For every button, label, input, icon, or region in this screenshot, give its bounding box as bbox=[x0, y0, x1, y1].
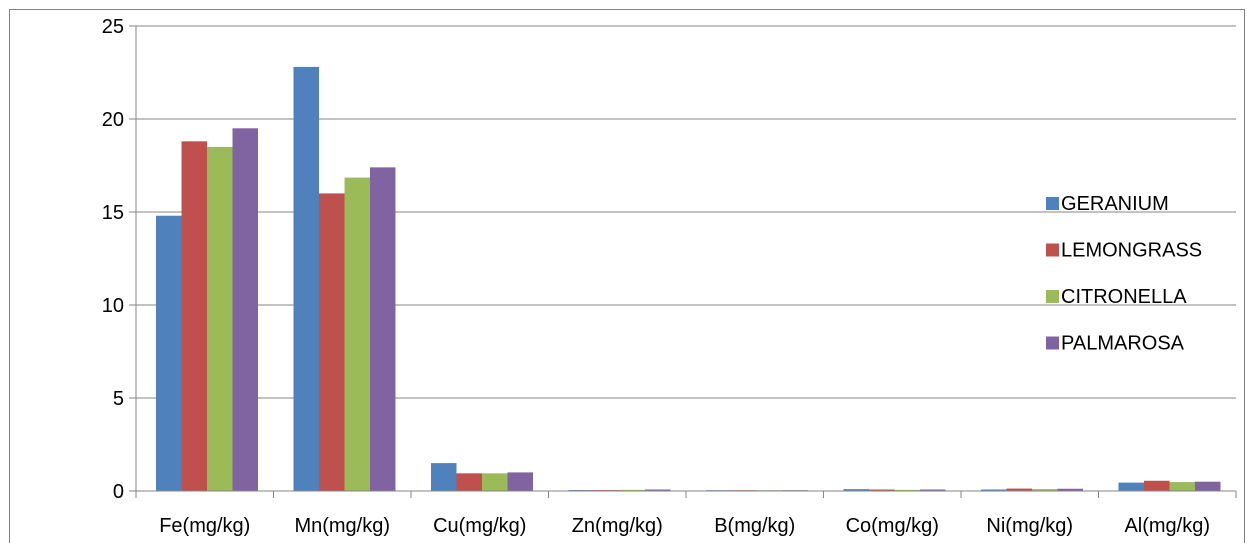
y-tick-label: 15 bbox=[102, 202, 124, 224]
legend-label-lemongrass: LEMONGRASS bbox=[1061, 240, 1202, 262]
bar-geranium-1 bbox=[293, 66, 319, 492]
x-tick-label: Co(mg/kg) bbox=[846, 515, 939, 537]
legend-label-citronella: CITRONELLA bbox=[1061, 286, 1187, 308]
bar-palmarosa-0 bbox=[232, 128, 258, 492]
x-tick-label: B(mg/kg) bbox=[714, 515, 795, 537]
bar-lemongrass-0 bbox=[181, 141, 207, 491]
legend-swatch-lemongrass bbox=[1046, 243, 1059, 257]
bar-citronella-5 bbox=[894, 489, 920, 491]
y-tick-label: 20 bbox=[102, 109, 124, 131]
x-tick-label: Mn(mg/kg) bbox=[294, 515, 390, 537]
x-tick-label: Ni(mg/kg) bbox=[986, 515, 1073, 537]
bar-palmarosa-5 bbox=[920, 489, 946, 491]
bars bbox=[156, 66, 1221, 492]
legend-label-geranium: GERANIUM bbox=[1061, 193, 1169, 215]
x-tick-label: Cu(mg/kg) bbox=[433, 515, 526, 537]
bar-lemongrass-2 bbox=[456, 473, 482, 491]
legend-swatch-palmarosa bbox=[1046, 336, 1059, 350]
bar-citronella-6 bbox=[1032, 489, 1058, 491]
y-tick-label: 10 bbox=[102, 295, 124, 317]
y-tick-label: 5 bbox=[113, 388, 124, 410]
bar-citronella-1 bbox=[344, 177, 370, 491]
bar-palmarosa-2 bbox=[507, 472, 533, 491]
bar-geranium-7 bbox=[1118, 482, 1144, 491]
chart-frame bbox=[9, 9, 1245, 543]
x-tick-label: Al(mg/kg) bbox=[1124, 515, 1210, 537]
x-tick-label: Zn(mg/kg) bbox=[572, 515, 663, 537]
bar-citronella-3 bbox=[619, 489, 645, 491]
legend-swatch-citronella bbox=[1046, 290, 1059, 303]
bar-palmarosa-6 bbox=[1057, 488, 1083, 491]
bar-geranium-0 bbox=[156, 215, 182, 491]
legend: GERANIUM LEMONGRASS CITRONELLA PALMAROSA bbox=[1046, 193, 1202, 355]
bar-lemongrass-1 bbox=[319, 193, 345, 491]
legend-swatch-geranium bbox=[1046, 197, 1059, 210]
y-tick-label: 25 bbox=[102, 16, 124, 38]
bar-lemongrass-5 bbox=[869, 489, 895, 491]
y-tick-label: 0 bbox=[113, 481, 124, 503]
bar-citronella-7 bbox=[1169, 482, 1195, 491]
bar-geranium-6 bbox=[981, 489, 1007, 491]
bar-geranium-2 bbox=[431, 463, 457, 491]
axes: 0 5 10 15 20 25 Fe(mg/kg) Mn(mg/kg) Cu(mg/kg) Zn(… bbox=[102, 16, 1237, 537]
bar-citronella-0 bbox=[207, 146, 233, 491]
legend-label-palmarosa: PALMAROSA bbox=[1061, 333, 1185, 355]
bar-palmarosa-3 bbox=[645, 489, 671, 491]
bar-geranium-5 bbox=[843, 489, 869, 491]
bar-palmarosa-1 bbox=[370, 167, 396, 492]
bar-lemongrass-6 bbox=[1006, 488, 1032, 491]
x-tick-label: Fe(mg/kg) bbox=[159, 515, 250, 537]
bar-palmarosa-7 bbox=[1195, 481, 1221, 491]
bar-citronella-2 bbox=[482, 473, 508, 491]
bar-lemongrass-7 bbox=[1144, 480, 1170, 491]
